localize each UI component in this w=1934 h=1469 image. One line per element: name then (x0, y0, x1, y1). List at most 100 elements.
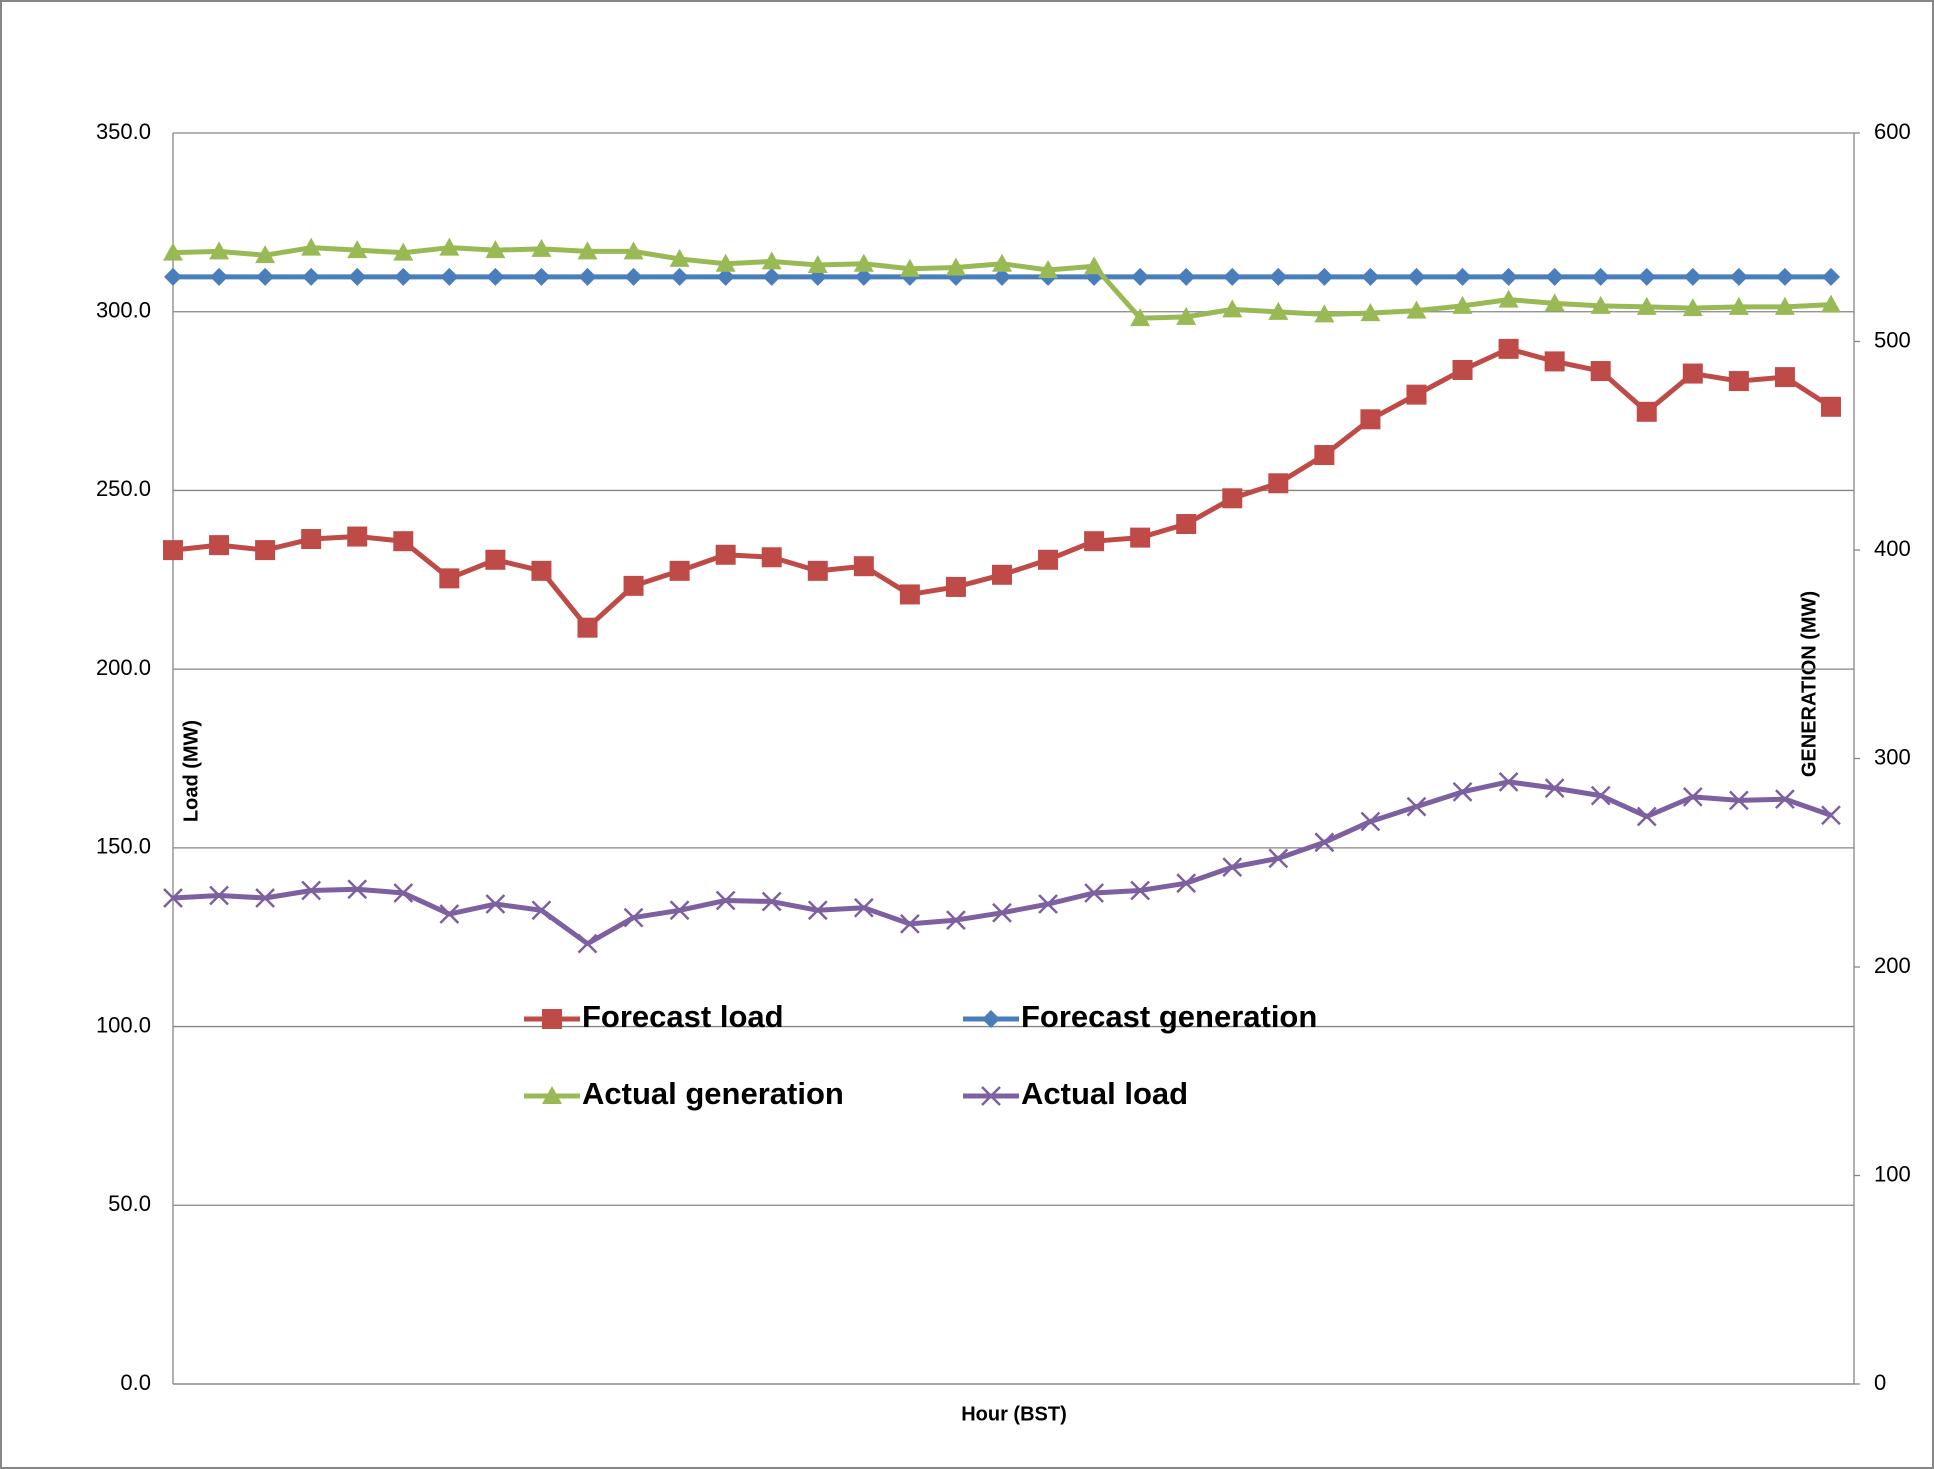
data-point (301, 529, 322, 550)
data-point (853, 556, 874, 577)
data-point (762, 267, 781, 286)
data-point (1176, 306, 1197, 325)
data-point (256, 267, 275, 286)
y-tick-label: 50.0 (108, 1191, 151, 1216)
data-point (1268, 301, 1289, 320)
data-point (623, 575, 644, 596)
data-point (348, 267, 367, 286)
data-point (899, 913, 920, 934)
y-tick-label: 300.0 (96, 298, 151, 323)
data-point (1452, 295, 1473, 314)
data-point (1636, 806, 1657, 827)
data-point (761, 891, 782, 912)
data-point (1682, 363, 1703, 384)
data-point (163, 888, 183, 908)
data-point (1452, 359, 1473, 380)
data-point (1406, 384, 1427, 405)
data-point (1728, 790, 1749, 811)
y2-tick-label: 100 (1874, 1161, 1911, 1186)
data-point (1499, 267, 1518, 286)
data-point (1637, 267, 1656, 286)
data-point (439, 904, 460, 924)
data-point (1407, 267, 1426, 286)
data-point (1774, 296, 1795, 315)
data-point (1498, 338, 1519, 359)
legend-item: Actual load (963, 1076, 1188, 1111)
data-point (440, 267, 459, 286)
data-point (1084, 256, 1105, 275)
data-point (715, 253, 736, 272)
data-point (1315, 267, 1334, 286)
data-point (209, 241, 230, 260)
legend-marker (981, 1086, 1001, 1106)
data-point (1176, 873, 1197, 894)
data-point (347, 240, 368, 259)
data-point (1682, 298, 1703, 317)
data-point (1360, 409, 1381, 430)
data-point (1636, 296, 1657, 315)
data-point (1820, 294, 1841, 313)
data-point (164, 267, 182, 286)
data-point (1130, 308, 1151, 327)
data-point (578, 267, 597, 286)
legend-label: Actual load (1021, 1076, 1188, 1111)
data-point (1683, 267, 1702, 286)
data-point (209, 885, 229, 906)
y-tick-label: 250.0 (96, 476, 151, 501)
x-axis-title: Hour (BST) (961, 1403, 1067, 1425)
data-point (715, 890, 736, 911)
data-point (1590, 361, 1611, 382)
data-point (991, 253, 1012, 272)
data-point (532, 267, 551, 286)
y2-tick-label: 600 (1874, 119, 1911, 144)
data-point (393, 242, 414, 261)
data-point (1498, 289, 1519, 308)
y2-tick-label: 400 (1874, 536, 1911, 561)
data-point (531, 560, 552, 581)
data-point (1775, 267, 1794, 286)
data-point (255, 245, 276, 264)
data-point (347, 879, 368, 900)
data-point (1038, 894, 1058, 914)
data-point (485, 894, 506, 914)
data-point (1176, 514, 1197, 535)
y-tick-label: 200.0 (96, 655, 151, 680)
data-point (1545, 267, 1564, 286)
data-point (531, 238, 552, 257)
data-point (1590, 295, 1611, 314)
data-point (255, 540, 276, 561)
data-point (1729, 267, 1748, 286)
data-point (302, 267, 321, 286)
data-point (577, 933, 598, 954)
data-point (1590, 785, 1611, 806)
data-point (1821, 805, 1841, 826)
data-point (1682, 786, 1703, 807)
legend-label: Actual generation (582, 1076, 844, 1111)
data-point (623, 241, 644, 260)
data-point (807, 254, 828, 273)
data-point (347, 526, 368, 547)
data-point (210, 267, 229, 286)
y-tick-label: 100.0 (96, 1012, 151, 1037)
data-point (715, 544, 736, 565)
data-point (669, 248, 690, 267)
data-point (1084, 883, 1104, 903)
data-point (992, 902, 1012, 923)
data-point (1544, 293, 1565, 312)
data-point (1544, 351, 1565, 372)
data-point (1406, 796, 1427, 817)
data-point (1222, 488, 1243, 509)
data-point (1268, 848, 1289, 869)
data-point (1222, 299, 1243, 318)
data-point (531, 900, 552, 921)
data-point (945, 576, 966, 597)
data-point (1821, 267, 1840, 286)
data-point (1591, 267, 1610, 286)
data-point (1130, 527, 1151, 548)
data-point (209, 535, 230, 556)
data-point (1223, 267, 1242, 286)
data-point (439, 237, 460, 256)
data-point (1775, 789, 1795, 810)
